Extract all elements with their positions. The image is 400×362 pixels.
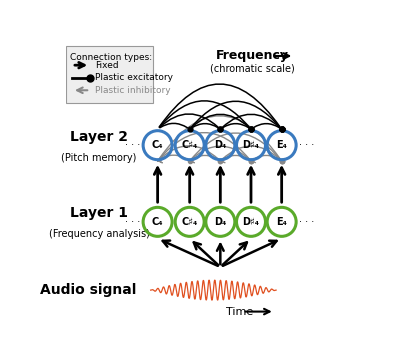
Text: · · ·: · · · [125, 140, 140, 150]
FancyArrowPatch shape [159, 84, 280, 127]
FancyArrowPatch shape [192, 133, 280, 159]
FancyArrowPatch shape [159, 132, 249, 159]
FancyArrowPatch shape [192, 101, 280, 127]
FancyArrowPatch shape [223, 123, 249, 128]
Text: Layer 2: Layer 2 [70, 130, 128, 144]
Text: D₄: D₄ [214, 140, 226, 150]
Text: · · ·: · · · [125, 217, 140, 227]
FancyArrowPatch shape [192, 114, 249, 127]
FancyArrowPatch shape [160, 155, 187, 160]
FancyBboxPatch shape [66, 46, 154, 104]
FancyArrowPatch shape [159, 101, 249, 127]
Text: D₄: D₄ [214, 217, 226, 227]
Text: · · ·: · · · [299, 217, 314, 227]
FancyArrowPatch shape [159, 116, 280, 159]
FancyArrowPatch shape [160, 146, 218, 159]
Text: Time: Time [226, 307, 253, 317]
FancyArrowPatch shape [253, 123, 279, 128]
Text: (chromatic scale): (chromatic scale) [210, 63, 295, 73]
FancyArrowPatch shape [222, 114, 280, 127]
Text: E₄: E₄ [276, 140, 287, 150]
Text: C₄: C₄ [152, 140, 163, 150]
Text: C♯₄: C♯₄ [182, 217, 198, 227]
Text: (Frequency analysis): (Frequency analysis) [49, 230, 150, 239]
Text: Plastic inhibitory: Plastic inhibitory [95, 86, 170, 95]
FancyArrowPatch shape [160, 123, 187, 128]
Text: Plastic excitatory: Plastic excitatory [95, 73, 173, 82]
Text: (Pitch memory): (Pitch memory) [61, 153, 137, 163]
Text: D♯₄: D♯₄ [242, 140, 260, 150]
Text: Audio signal: Audio signal [40, 283, 136, 297]
FancyArrowPatch shape [192, 123, 218, 128]
FancyArrowPatch shape [160, 114, 218, 127]
Text: Frequency: Frequency [216, 50, 289, 63]
Text: D♯₄: D♯₄ [242, 217, 260, 227]
FancyArrowPatch shape [192, 146, 249, 159]
Text: Fixed: Fixed [95, 61, 118, 70]
Text: E₄: E₄ [276, 217, 287, 227]
FancyArrowPatch shape [223, 155, 249, 160]
FancyArrowPatch shape [192, 155, 218, 160]
FancyArrowPatch shape [253, 155, 279, 160]
Text: Layer 1: Layer 1 [70, 206, 128, 220]
Text: · · ·: · · · [299, 140, 314, 150]
Text: C♯₄: C♯₄ [182, 140, 198, 150]
Text: C₄: C₄ [152, 217, 163, 227]
Text: Connection types:: Connection types: [70, 52, 152, 62]
FancyArrowPatch shape [222, 146, 280, 159]
